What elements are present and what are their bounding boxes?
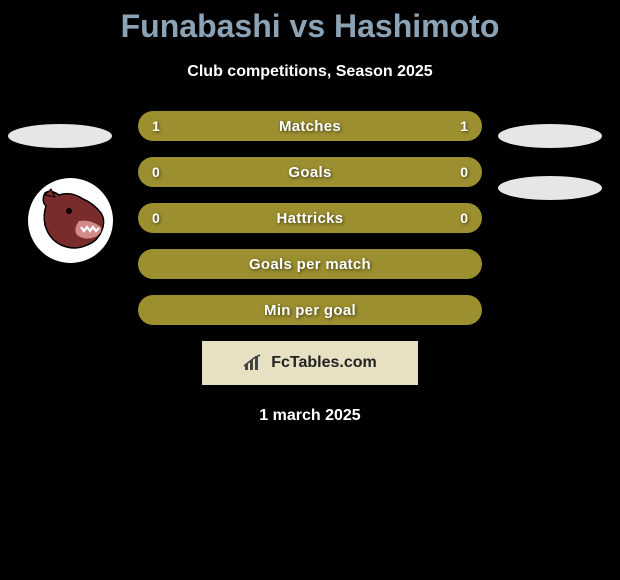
stat-row-matches: 1 Matches 1 (138, 111, 482, 141)
right-decor-pills (498, 124, 602, 228)
stat-right-value: 0 (460, 164, 468, 180)
stat-label: Goals (288, 164, 331, 181)
stat-left-value: 0 (152, 210, 160, 226)
stat-label: Hattricks (277, 210, 344, 227)
stat-label: Min per goal (264, 302, 356, 319)
stat-right-value: 0 (460, 210, 468, 226)
coyote-logo-icon (31, 181, 111, 261)
team-logo-left (28, 178, 113, 263)
stat-right-value: 1 (460, 118, 468, 134)
stat-row-mpg: Min per goal (138, 295, 482, 325)
stat-row-hattricks: 0 Hattricks 0 (138, 203, 482, 233)
pill-shape (8, 124, 112, 148)
date-text: 1 march 2025 (0, 407, 620, 425)
stat-left-value: 0 (152, 164, 160, 180)
stat-label: Matches (279, 118, 341, 135)
bar-chart-icon (243, 354, 265, 372)
stat-row-gpm: Goals per match (138, 249, 482, 279)
comparison-infographic: Funabashi vs Hashimoto Club competitions… (0, 0, 620, 580)
pill-shape (498, 176, 602, 200)
pill-shape (498, 124, 602, 148)
left-decor-pills (8, 124, 112, 176)
stat-left-value: 1 (152, 118, 160, 134)
brand-badge[interactable]: FcTables.com (202, 341, 418, 385)
brand-text: FcTables.com (271, 354, 377, 372)
subtitle: Club competitions, Season 2025 (0, 63, 620, 81)
page-title: Funabashi vs Hashimoto (0, 0, 620, 45)
stat-row-goals: 0 Goals 0 (138, 157, 482, 187)
stat-label: Goals per match (249, 256, 371, 273)
